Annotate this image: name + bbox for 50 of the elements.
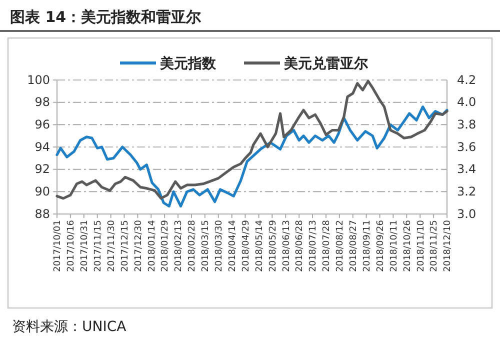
x-tick-label: 2018/11/10 <box>416 220 426 272</box>
y2-tick-label: 3.4 <box>457 162 476 176</box>
y-tick-label: 88 <box>34 206 50 221</box>
x-tick-label: 2018/08/12 <box>336 220 346 272</box>
x-tick-label: 2017/10/31 <box>80 220 90 272</box>
x-tick-label: 2018/02/13 <box>174 220 184 272</box>
x-tick-label: 2018/04/14 <box>228 220 238 272</box>
x-tick-label: 2018/01/29 <box>160 220 171 272</box>
x-tick-label: 2018/11/25 <box>430 220 440 272</box>
y-tick-label: 100 <box>27 72 50 87</box>
x-tick-label: 2018/09/26 <box>376 220 386 272</box>
x-tick-label: 2018/02/28 <box>188 220 198 272</box>
chart-title: 图表 14：美元指数和雷亚尔 <box>10 8 202 26</box>
y-tick-label: 90 <box>34 184 50 199</box>
x-tick-label: 2018/05/29 <box>268 220 278 272</box>
y2-tick-label: 4.0 <box>457 95 476 110</box>
x-tick-label: 2018/06/13 <box>282 220 292 272</box>
text: 资料来源：UNICA <box>12 319 127 335</box>
x-tick-label: 2018/01/14 <box>147 220 158 272</box>
x-tick-label: 2018/07/13 <box>308 220 319 272</box>
x-tick-label: 2018/10/26 <box>402 220 413 272</box>
x-tick-label: 2017/10/16 <box>66 220 77 272</box>
x-tick-label: 2017/12/15 <box>120 220 130 272</box>
y2-tick-label: 3.8 <box>457 118 476 132</box>
x-tick-label: 2017/12/30 <box>134 220 144 272</box>
legend-label: 美元兑雷亚尔 <box>283 55 369 72</box>
y2-tick-label: 3.0 <box>457 206 476 221</box>
x-tick-label: 2018/06/28 <box>295 220 306 272</box>
x-tick-label: 2018/05/14 <box>254 220 265 272</box>
line-series <box>56 80 448 200</box>
x-tick-label: 2017/11/15 <box>93 220 104 272</box>
x-tick-label: 2018/03/30 <box>214 220 225 272</box>
x-tick-label: 2018/08/27 <box>349 220 360 272</box>
y-tick-label: 94 <box>34 140 50 154</box>
line-series <box>56 106 448 208</box>
legend-label: 美元指数 <box>159 55 217 72</box>
x-tick-label: 2017/10/01 <box>53 220 64 272</box>
y2-tick-label: 4.2 <box>457 72 476 87</box>
y2-tick-label: 3.6 <box>457 140 476 154</box>
y-tick-label: 92 <box>34 162 50 176</box>
y2-tick-label: 3.2 <box>457 184 476 199</box>
x-tick-label: 2018/10/11 <box>389 220 400 272</box>
x-tick-label: 2018/03/15 <box>201 220 212 272</box>
x-tick-label: 2018/04/29 <box>241 220 252 272</box>
x-tick-label: 2018/12/10 <box>443 220 454 272</box>
y-tick-label: 98 <box>34 95 50 110</box>
y-tick-label: 96 <box>34 118 50 132</box>
x-tick-label: 2018/07/28 <box>322 220 332 272</box>
x-tick-label: 2018/09/11 <box>362 220 372 272</box>
x-tick-label: 2017/11/30 <box>106 220 117 272</box>
